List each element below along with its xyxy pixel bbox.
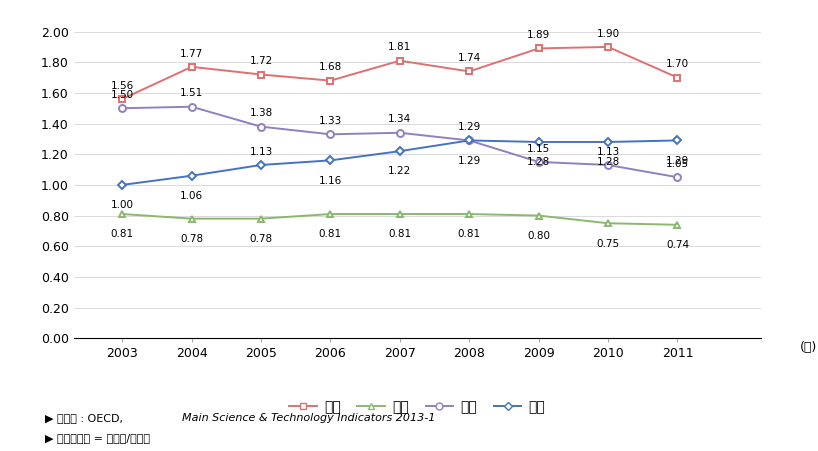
Text: 1.29: 1.29 <box>666 156 689 166</box>
Text: (년): (년) <box>800 341 817 354</box>
Text: 1.72: 1.72 <box>249 56 272 66</box>
Text: 1.28: 1.28 <box>527 157 551 167</box>
Text: 0.78: 0.78 <box>180 234 203 244</box>
Text: 1.28: 1.28 <box>596 157 620 167</box>
Text: 0.81: 0.81 <box>110 229 134 239</box>
Text: 1.29: 1.29 <box>457 122 481 132</box>
Text: 1.51: 1.51 <box>180 88 203 98</box>
Text: 1.29: 1.29 <box>457 156 481 166</box>
Text: 1.06: 1.06 <box>180 191 203 201</box>
Text: 0.74: 0.74 <box>666 240 689 250</box>
Text: 1.05: 1.05 <box>666 159 689 169</box>
Text: 1.33: 1.33 <box>319 116 342 126</box>
Text: 1.13: 1.13 <box>596 147 620 156</box>
Text: 1.77: 1.77 <box>180 49 203 59</box>
Text: 0.75: 0.75 <box>596 239 619 249</box>
Text: 1.34: 1.34 <box>389 115 411 124</box>
Text: 0.81: 0.81 <box>389 229 411 239</box>
Text: 1.70: 1.70 <box>666 59 689 69</box>
Text: 1.16: 1.16 <box>319 175 342 186</box>
Text: 0.81: 0.81 <box>458 229 481 239</box>
Text: 1.50: 1.50 <box>110 90 134 100</box>
Text: 1.22: 1.22 <box>389 166 411 176</box>
Text: 1.90: 1.90 <box>596 28 619 39</box>
Text: 1.00: 1.00 <box>110 200 133 210</box>
Text: 0.78: 0.78 <box>249 234 272 244</box>
Text: 0.80: 0.80 <box>527 231 551 241</box>
Text: 0.81: 0.81 <box>319 229 342 239</box>
Text: 1.38: 1.38 <box>249 108 272 118</box>
Legend: 한국, 미국, 일본, 중국: 한국, 미국, 일본, 중국 <box>284 394 551 419</box>
Text: 1.74: 1.74 <box>457 53 481 63</box>
Text: ▶ 자료원 : OECD,: ▶ 자료원 : OECD, <box>45 413 127 423</box>
Text: 1.68: 1.68 <box>319 62 342 72</box>
Text: Main Science & Technology Indicators 2013-1: Main Science & Technology Indicators 201… <box>182 413 435 423</box>
Text: 1.56: 1.56 <box>110 81 134 91</box>
Text: ▶ 무역수지비 = 수출액/수입액: ▶ 무역수지비 = 수출액/수입액 <box>45 433 150 443</box>
Text: 1.13: 1.13 <box>249 147 272 156</box>
Text: 1.81: 1.81 <box>389 42 411 52</box>
Text: 1.89: 1.89 <box>527 30 551 40</box>
Text: 1.15: 1.15 <box>527 143 551 154</box>
